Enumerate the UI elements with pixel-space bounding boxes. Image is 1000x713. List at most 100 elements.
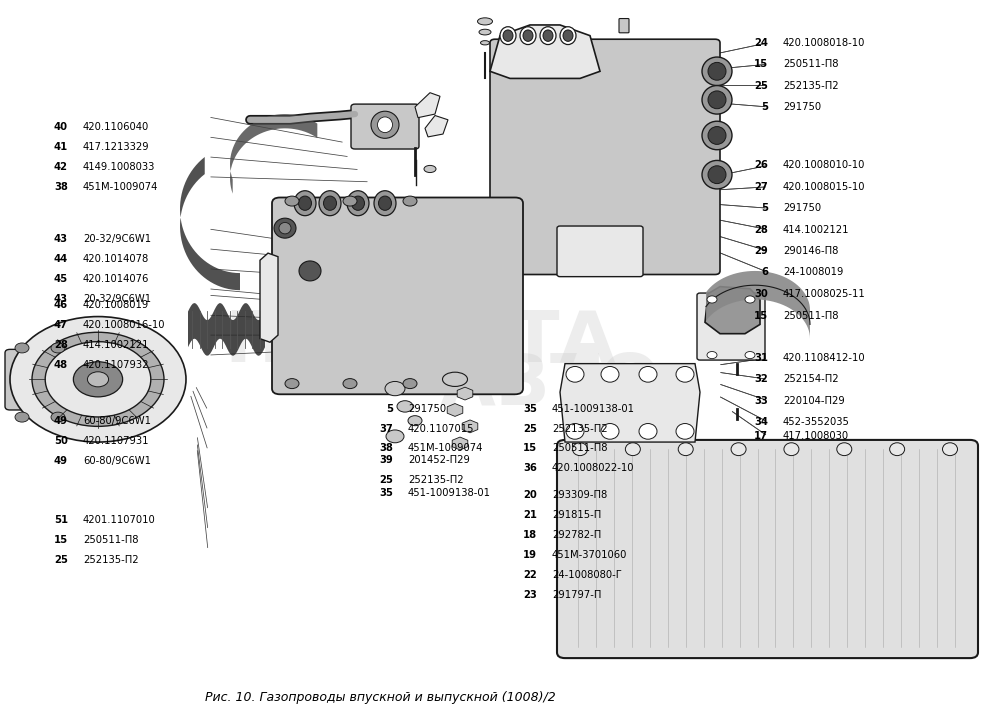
- Circle shape: [343, 379, 357, 389]
- Text: 291750: 291750: [783, 203, 821, 213]
- Ellipse shape: [708, 62, 726, 81]
- Text: 451М-1009074: 451М-1009074: [408, 443, 483, 453]
- Text: 250511-П8: 250511-П8: [552, 443, 608, 453]
- Ellipse shape: [500, 26, 516, 44]
- Ellipse shape: [503, 30, 513, 41]
- Ellipse shape: [676, 366, 694, 382]
- Text: 38: 38: [379, 443, 393, 453]
- Ellipse shape: [566, 366, 584, 382]
- Text: 414.1002121: 414.1002121: [83, 340, 150, 350]
- Text: 45: 45: [54, 274, 68, 284]
- Polygon shape: [705, 287, 760, 334]
- Text: 420.1008016-10: 420.1008016-10: [83, 320, 166, 330]
- Ellipse shape: [572, 443, 588, 456]
- Ellipse shape: [678, 443, 693, 456]
- Circle shape: [403, 379, 417, 389]
- Text: 20: 20: [523, 490, 537, 500]
- Circle shape: [707, 352, 717, 359]
- Text: 420.1008022-10: 420.1008022-10: [552, 463, 635, 473]
- Text: 291815-П: 291815-П: [552, 510, 601, 520]
- Text: 417.1008025-11: 417.1008025-11: [783, 289, 866, 299]
- Text: 35: 35: [523, 404, 537, 414]
- Ellipse shape: [324, 196, 336, 210]
- Text: ПЛАНЕТА: ПЛАНЕТА: [224, 308, 616, 376]
- Circle shape: [51, 343, 65, 353]
- Text: 420.1008019: 420.1008019: [83, 300, 149, 310]
- Text: 451-1009138-01: 451-1009138-01: [408, 488, 491, 498]
- FancyBboxPatch shape: [557, 440, 978, 658]
- Text: 48: 48: [54, 360, 68, 370]
- Text: 5: 5: [761, 102, 768, 112]
- FancyBboxPatch shape: [272, 198, 523, 394]
- Ellipse shape: [298, 196, 312, 210]
- Text: 37: 37: [379, 424, 393, 434]
- Ellipse shape: [708, 91, 726, 109]
- Text: 36: 36: [523, 463, 537, 473]
- Circle shape: [51, 412, 65, 422]
- Text: 201452-П29: 201452-П29: [408, 455, 470, 465]
- Ellipse shape: [563, 30, 573, 41]
- Circle shape: [386, 430, 404, 443]
- Polygon shape: [490, 25, 600, 78]
- Ellipse shape: [890, 443, 905, 456]
- Text: 417.1008030: 417.1008030: [783, 431, 849, 441]
- Circle shape: [385, 381, 405, 396]
- Circle shape: [403, 196, 417, 206]
- Text: 28: 28: [54, 340, 68, 350]
- Ellipse shape: [731, 443, 746, 456]
- Ellipse shape: [523, 30, 533, 41]
- Text: 49: 49: [54, 416, 68, 426]
- Text: 20-32/9С6W1: 20-32/9С6W1: [83, 294, 151, 304]
- Ellipse shape: [702, 121, 732, 150]
- Ellipse shape: [279, 222, 291, 234]
- Text: 32: 32: [754, 374, 768, 384]
- Text: 6: 6: [761, 267, 768, 277]
- Text: 250511-П8: 250511-П8: [783, 59, 838, 69]
- Ellipse shape: [478, 18, 492, 25]
- Text: 291750: 291750: [783, 102, 821, 112]
- Text: 38: 38: [54, 182, 68, 192]
- FancyBboxPatch shape: [351, 104, 419, 149]
- Ellipse shape: [639, 366, 657, 382]
- Text: 34: 34: [754, 417, 768, 427]
- Text: 420.1008010-10: 420.1008010-10: [783, 160, 865, 170]
- Text: 21: 21: [523, 510, 537, 520]
- Ellipse shape: [520, 26, 536, 44]
- Text: 28: 28: [754, 225, 768, 235]
- Text: 292782-П: 292782-П: [552, 530, 601, 540]
- Text: 35: 35: [379, 488, 393, 498]
- Text: 420.1106040: 420.1106040: [83, 122, 149, 132]
- Ellipse shape: [374, 190, 396, 215]
- Text: 17: 17: [754, 431, 768, 441]
- Ellipse shape: [424, 165, 436, 173]
- Circle shape: [745, 352, 755, 359]
- Text: 24-1008019: 24-1008019: [783, 267, 843, 277]
- Text: 452-3552035: 452-3552035: [783, 417, 850, 427]
- Text: 293309-П8: 293309-П8: [552, 490, 607, 500]
- Circle shape: [408, 416, 422, 426]
- Text: 5: 5: [761, 203, 768, 213]
- FancyBboxPatch shape: [697, 293, 765, 360]
- Text: 4201.1107010: 4201.1107010: [83, 515, 156, 525]
- Circle shape: [397, 401, 413, 412]
- Circle shape: [15, 412, 29, 422]
- Text: 19: 19: [523, 550, 537, 560]
- Ellipse shape: [601, 366, 619, 382]
- Circle shape: [10, 317, 186, 442]
- Text: 252154-П2: 252154-П2: [783, 374, 839, 384]
- Ellipse shape: [942, 443, 958, 456]
- Ellipse shape: [708, 165, 726, 183]
- Ellipse shape: [560, 26, 576, 44]
- Circle shape: [745, 296, 755, 303]
- Ellipse shape: [702, 86, 732, 114]
- Text: 414.1002121: 414.1002121: [783, 225, 850, 235]
- Text: 420.1107015: 420.1107015: [408, 424, 475, 434]
- Ellipse shape: [294, 190, 316, 215]
- Circle shape: [285, 379, 299, 389]
- Ellipse shape: [702, 57, 732, 86]
- FancyBboxPatch shape: [490, 39, 720, 275]
- Circle shape: [73, 361, 123, 397]
- Text: 24: 24: [754, 38, 768, 48]
- Text: 26: 26: [754, 160, 768, 170]
- Text: 252135-П2: 252135-П2: [552, 424, 608, 434]
